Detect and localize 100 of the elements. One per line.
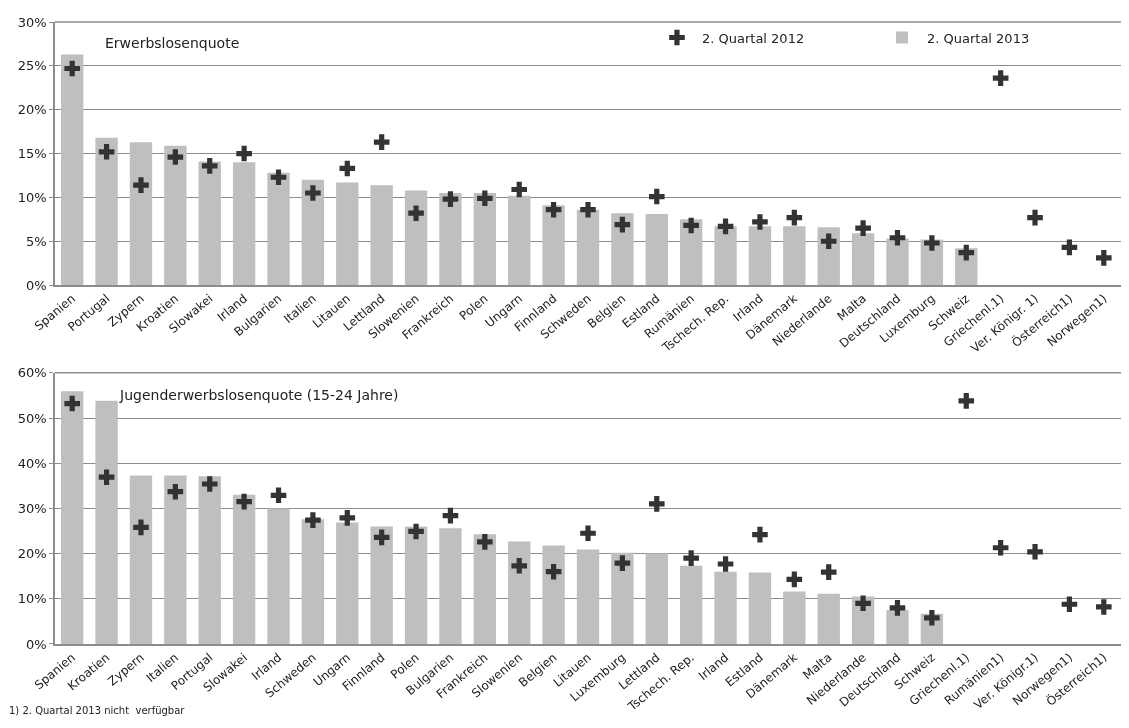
bar <box>611 552 634 644</box>
bar <box>61 391 84 644</box>
y-tick-label: 30% <box>17 500 47 516</box>
bar <box>164 145 187 286</box>
bar <box>95 400 118 644</box>
point <box>786 571 803 588</box>
point <box>648 496 665 512</box>
bar <box>129 475 153 644</box>
point <box>580 201 596 218</box>
point <box>408 523 424 540</box>
point <box>924 609 940 626</box>
point <box>786 209 803 226</box>
point <box>442 191 459 207</box>
bar <box>267 508 290 644</box>
point <box>992 70 1009 86</box>
point <box>339 160 356 177</box>
y-tick-label: 25% <box>17 58 47 74</box>
bar <box>95 137 118 286</box>
y-tick-label: 30% <box>17 14 47 30</box>
point <box>133 519 149 536</box>
y-tick-label: 5% <box>26 233 47 249</box>
text: 1) 2. Quartal 2013 nicht verfügbar <box>9 705 186 716</box>
bar <box>783 226 806 286</box>
point <box>717 556 734 572</box>
point <box>855 595 871 612</box>
bar <box>439 528 462 644</box>
point <box>1096 250 1112 266</box>
point <box>98 469 115 486</box>
legend-label: 2. Quartal 2013 <box>926 30 1030 46</box>
point <box>167 149 184 165</box>
bar <box>714 226 737 286</box>
point <box>820 233 837 250</box>
point <box>98 144 115 160</box>
text: Jugenderwerbslosenquote (15-24 Jahre) <box>119 387 399 403</box>
y-tick-label: 0% <box>26 277 47 293</box>
bar <box>508 541 531 644</box>
point <box>820 564 837 580</box>
bar <box>851 233 875 286</box>
bar <box>439 193 462 286</box>
point <box>270 169 287 186</box>
y-tick-label: 20% <box>17 102 47 118</box>
point <box>201 158 218 174</box>
bar <box>748 226 772 286</box>
point <box>545 201 562 218</box>
point <box>1027 209 1043 226</box>
y-tick-label: 60% <box>17 365 47 381</box>
point <box>752 214 768 230</box>
point <box>992 539 1009 556</box>
legend-label: 2. Quartal 2012 <box>701 30 805 46</box>
bar <box>611 213 634 286</box>
bar <box>714 571 737 644</box>
bar <box>336 182 359 286</box>
bar <box>198 476 221 644</box>
point <box>924 235 940 251</box>
point <box>64 60 80 77</box>
bar <box>404 190 428 286</box>
bar <box>508 195 531 286</box>
bar <box>61 54 84 286</box>
point <box>614 555 631 571</box>
point <box>717 218 734 235</box>
point <box>305 185 321 201</box>
point <box>477 534 493 550</box>
bar <box>370 185 393 286</box>
bar <box>886 610 909 644</box>
point <box>889 600 906 616</box>
bar <box>232 494 256 644</box>
point <box>442 507 459 524</box>
bar <box>679 565 703 644</box>
y-tick-label: 15% <box>17 146 47 162</box>
point <box>889 229 906 246</box>
bar <box>817 593 840 644</box>
point <box>201 476 218 492</box>
bar <box>336 522 359 644</box>
bar <box>576 549 600 644</box>
bar <box>164 475 187 644</box>
y-tick-label: 20% <box>17 546 47 562</box>
point <box>511 181 528 198</box>
bar <box>886 238 909 286</box>
bar <box>198 161 221 286</box>
bar <box>679 219 703 286</box>
point <box>511 558 528 574</box>
point <box>339 510 356 526</box>
point <box>408 205 424 221</box>
bar <box>783 591 806 644</box>
point <box>236 145 252 162</box>
y-tick-label: 10% <box>17 189 47 205</box>
bar <box>645 553 668 644</box>
point <box>236 493 252 510</box>
bar <box>267 172 290 286</box>
point <box>270 487 287 504</box>
point <box>477 190 493 207</box>
point <box>752 526 768 543</box>
bar <box>748 572 772 644</box>
point <box>958 244 975 261</box>
text: Erwerbslosenquote <box>105 35 240 51</box>
bar <box>129 142 153 286</box>
point <box>683 217 699 234</box>
point <box>1027 544 1043 560</box>
y-tick-label: 10% <box>17 591 47 607</box>
bar <box>370 526 393 644</box>
